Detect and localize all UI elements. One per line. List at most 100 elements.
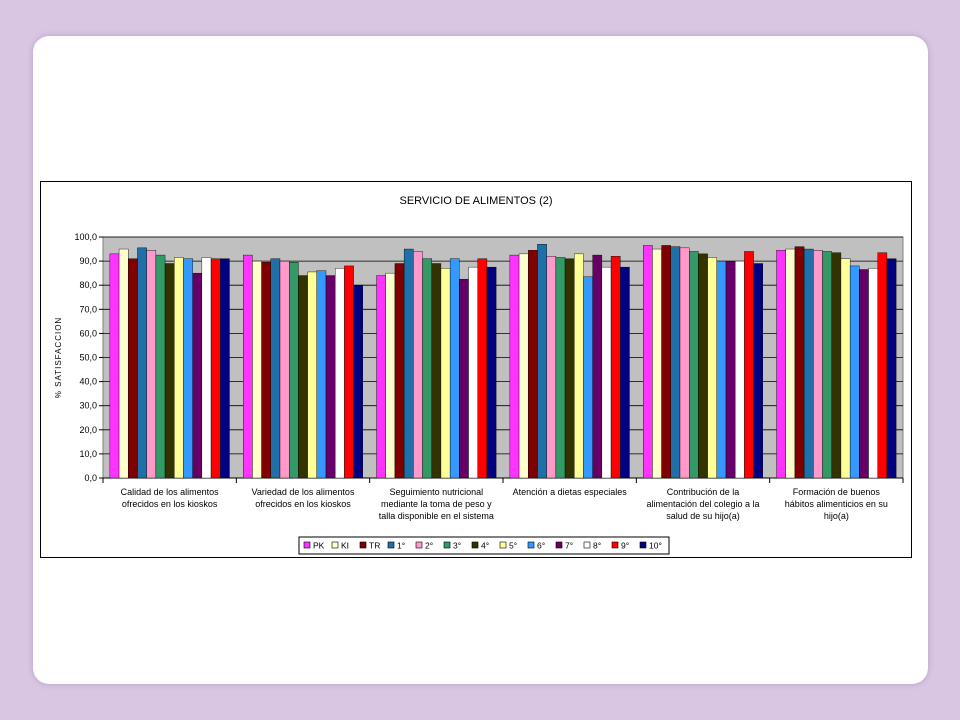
legend-swatch: [387, 541, 395, 549]
bar: [335, 268, 345, 479]
bar: [537, 244, 547, 479]
x-category-label: salud de su hijo(a): [666, 511, 740, 521]
bar: [183, 258, 193, 479]
x-category-label: hijo(a): [824, 511, 849, 521]
bar: [716, 260, 727, 479]
bar: [698, 253, 708, 479]
legend-label: 8°: [593, 541, 601, 551]
bar: [753, 263, 763, 479]
bar: [261, 262, 272, 479]
legend-swatch: [303, 541, 311, 549]
bar: [344, 265, 354, 479]
x-category-label: Formación de buenos: [793, 487, 881, 497]
legend-swatch: [527, 541, 535, 549]
bar: [477, 258, 488, 479]
legend-label: PK: [313, 541, 325, 551]
bar: [886, 258, 897, 479]
bar: [661, 245, 671, 479]
bar: [735, 260, 745, 479]
y-tick-label: 80,0: [79, 280, 97, 290]
bar: [109, 253, 120, 479]
bar: [174, 257, 184, 479]
bar: [486, 266, 497, 479]
bar: [868, 268, 878, 479]
bar: [242, 254, 253, 479]
bar: [298, 275, 308, 479]
bar: [849, 265, 860, 479]
bar: [220, 258, 230, 479]
y-axis-label: % SATISFACCION: [54, 317, 63, 398]
legend-swatch: [359, 541, 367, 549]
legend-swatch: [555, 541, 563, 549]
legend-swatch: [611, 541, 619, 549]
bar: [252, 260, 262, 479]
bar: [385, 272, 396, 479]
bar: [192, 272, 203, 479]
bar: [620, 266, 630, 479]
legend: [298, 536, 670, 555]
bar: [689, 251, 699, 479]
bar: [449, 258, 460, 479]
y-tick-label: 20,0: [79, 425, 97, 435]
y-tick-label: 50,0: [79, 353, 97, 363]
bar: [413, 251, 423, 479]
legend-label: 1°: [397, 541, 405, 551]
x-category-label: mediante la toma de peso y: [381, 499, 492, 509]
bar: [546, 256, 557, 479]
bar: [877, 252, 888, 479]
bar: [592, 254, 603, 479]
x-category-label: Variedad de los alimentos: [252, 487, 355, 497]
legend-swatch: [415, 541, 423, 549]
y-tick-label: 100,0: [74, 232, 97, 242]
y-tick-label: 10,0: [79, 449, 97, 459]
bar: [210, 258, 221, 479]
x-category-label: Atención a dietas especiales: [513, 487, 628, 497]
bar: [610, 256, 621, 479]
bar: [509, 254, 520, 479]
bar: [316, 270, 327, 479]
bar: [403, 248, 414, 479]
bar: [601, 266, 612, 479]
chart-canvas: 0,0 10,0 20,0 30,0 40,0 50,0 60,0 70,0 80,0 90,0 1…: [54, 232, 904, 555]
x-category-label: ofrecidos en los kioskos: [255, 499, 351, 509]
bar: [270, 258, 281, 479]
legend-swatch: [639, 541, 647, 549]
bar: [785, 248, 796, 479]
bar: [325, 275, 336, 479]
y-tick-label: 40,0: [79, 377, 97, 387]
bar: [164, 263, 175, 479]
bar: [564, 258, 575, 479]
x-category-label: hábitos alimenticios en su: [785, 499, 888, 509]
bar: [431, 263, 442, 479]
bar: [422, 258, 432, 479]
bar: [468, 266, 478, 479]
bar: [776, 250, 786, 479]
y-tick-label: 30,0: [79, 401, 97, 411]
x-category-label: talla disponible en el sistema: [379, 511, 494, 521]
x-category-label: Calidad de los alimentos: [121, 487, 220, 497]
bar: [822, 251, 832, 479]
bar: [744, 251, 754, 479]
bar: [279, 260, 290, 479]
bar: [155, 254, 166, 479]
bar: [201, 257, 212, 479]
bar: [840, 258, 851, 479]
y-tick-label: 0,0: [84, 473, 97, 483]
legend-swatch: [331, 541, 339, 549]
bar: [859, 269, 869, 479]
legend-label: 4°: [481, 541, 489, 551]
bar: [128, 258, 138, 479]
bar: [440, 268, 451, 479]
legend-swatch: [499, 541, 507, 549]
legend-label: KI: [341, 541, 349, 551]
bar: [794, 246, 805, 479]
bar: [803, 248, 814, 479]
bar: [353, 284, 364, 479]
bar: [518, 253, 529, 479]
legend-swatch: [471, 541, 479, 549]
legend-label: 7°: [565, 541, 573, 551]
bar: [307, 271, 318, 479]
y-tick-label: 90,0: [79, 256, 97, 266]
legend-label: 9°: [621, 541, 629, 551]
y-tick-label: 70,0: [79, 304, 97, 314]
